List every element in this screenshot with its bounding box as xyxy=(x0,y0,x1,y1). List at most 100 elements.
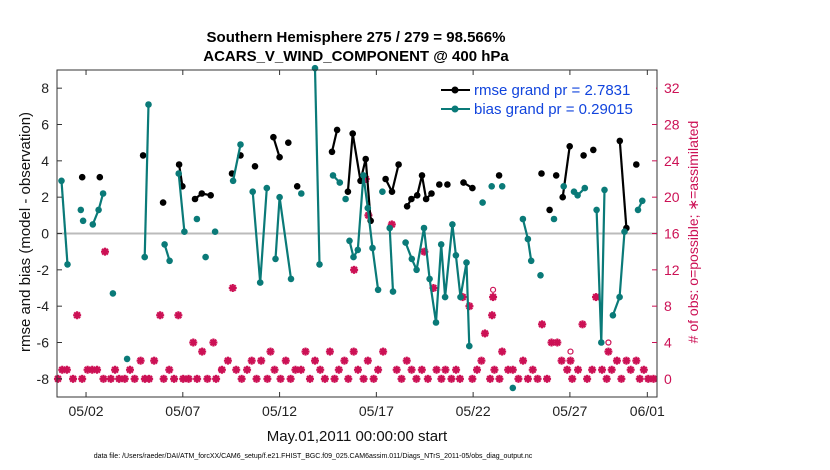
obs-assimilated-point xyxy=(311,356,319,365)
rmse-point xyxy=(159,199,167,206)
bias-point xyxy=(621,228,628,235)
bias-series xyxy=(58,64,646,392)
obs-assimilated-point xyxy=(316,365,325,374)
rmse-point xyxy=(559,193,566,201)
rmse-point xyxy=(436,181,443,188)
bias-point xyxy=(64,261,71,268)
obs-assimilated-point xyxy=(325,347,334,356)
y-tick-label: -2 xyxy=(37,262,50,278)
obs-assimilated-point xyxy=(247,356,256,365)
obs-assimilated-point xyxy=(588,365,597,374)
obs-assimilated-point xyxy=(270,365,279,374)
bias-point xyxy=(350,253,357,261)
obs-assimilated-point xyxy=(486,374,495,383)
obs-assimilated-point xyxy=(209,338,218,347)
rmse-line-segment xyxy=(272,136,281,158)
bias-point xyxy=(402,239,409,246)
obs-assimilated-point xyxy=(263,374,272,383)
obs-assimilated-point xyxy=(145,374,154,383)
obs-possible-point xyxy=(567,348,574,355)
bias-point xyxy=(509,384,517,392)
obs-assimilated-point xyxy=(136,356,145,365)
obs-assimilated-point xyxy=(237,374,246,383)
y-tick-label: 8 xyxy=(41,80,49,96)
bias-point xyxy=(99,190,107,197)
bias-point xyxy=(77,206,85,214)
obs-assimilated-point xyxy=(412,374,421,383)
obs-assimilated-point xyxy=(301,347,310,356)
x-tick-label: 05/07 xyxy=(165,403,200,419)
bias-point xyxy=(560,183,567,190)
bias-point xyxy=(488,183,496,190)
bias-point xyxy=(287,275,295,283)
rmse-point xyxy=(251,163,259,170)
obs-assimilated-point xyxy=(193,374,202,383)
obs-assimilated-point xyxy=(349,347,358,356)
legend-bias-label: bias grand pr = 0.29015 xyxy=(474,101,633,118)
obs-assimilated-point xyxy=(93,365,102,374)
obs-assimilated-point xyxy=(125,365,134,374)
bias-point xyxy=(336,179,344,186)
rmse-point xyxy=(382,175,389,183)
bias-point xyxy=(263,184,271,192)
series-layer xyxy=(58,64,646,392)
obs-assimilated-point xyxy=(350,265,359,274)
obs-assimilated-point xyxy=(359,374,368,383)
bias-point xyxy=(276,193,283,201)
obs-assimilated-point xyxy=(407,365,416,374)
obs-assimilated-point xyxy=(353,365,362,374)
bias-point xyxy=(364,204,372,212)
obs-assimilated-point xyxy=(392,365,401,374)
obs-assimilated-point xyxy=(101,247,109,256)
rmse-point xyxy=(276,153,283,161)
rmse-point xyxy=(408,195,415,203)
obs-assimilated-point xyxy=(369,374,378,383)
obs-assimilated-point xyxy=(397,374,406,383)
obs-assimilated-point xyxy=(170,374,179,383)
obs-assimilated-point xyxy=(514,374,523,383)
rmse-point xyxy=(566,143,573,150)
bias-point xyxy=(413,266,420,274)
obs-assimilated-point xyxy=(78,374,87,383)
rmse-point xyxy=(285,139,292,146)
x-tick-label: 05/22 xyxy=(456,403,491,419)
bias-point xyxy=(574,192,581,199)
bias-line-segment xyxy=(143,104,150,258)
rmse-point xyxy=(590,146,597,154)
y-tick-label: -6 xyxy=(37,335,50,351)
obs-assimilated-point xyxy=(473,365,481,374)
obs-assimilated-point xyxy=(465,302,474,311)
y-axis-label: rmse and bias (model - observation) xyxy=(17,112,34,352)
obs-assimilated-point xyxy=(374,365,383,374)
bias-point xyxy=(109,290,117,297)
bias-line-segment xyxy=(313,68,321,265)
bias-point xyxy=(537,272,544,279)
y-right-tick-label: 4 xyxy=(664,335,672,351)
bias-point xyxy=(420,224,428,232)
obs-assimilated-point xyxy=(334,365,343,374)
obs-assimilated-point xyxy=(498,347,507,356)
bias-point xyxy=(609,312,617,319)
bias-point xyxy=(593,206,600,214)
bias-point xyxy=(346,237,353,245)
obs-assimilated-point xyxy=(632,356,641,365)
obs-assimilated-point xyxy=(583,374,592,383)
bias-point xyxy=(524,235,532,243)
obs-assimilated-point xyxy=(156,311,165,320)
rmse-line-segment xyxy=(330,129,339,153)
bias-point xyxy=(374,286,382,294)
legend-box xyxy=(436,78,656,120)
bias-point xyxy=(329,172,337,179)
obs-assimilated-point xyxy=(174,311,183,320)
bias-point xyxy=(360,172,367,179)
obs-assimilated-point xyxy=(604,347,613,356)
bias-point xyxy=(463,259,470,266)
obs-assimilated-point xyxy=(592,293,601,302)
legend-bias-marker xyxy=(451,105,459,113)
obs-assimilated-point xyxy=(305,374,314,383)
obs-assimilated-point xyxy=(455,374,464,383)
rmse-point xyxy=(207,192,214,199)
obs-possible-point xyxy=(489,286,497,293)
bias-point xyxy=(426,275,433,283)
